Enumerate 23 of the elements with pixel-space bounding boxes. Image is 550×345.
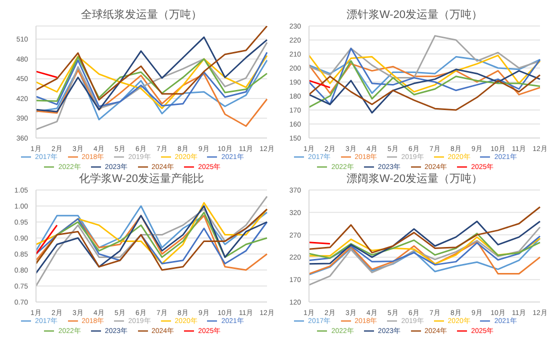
- line-series: [308, 35, 541, 79]
- chart-title: 化学浆W-20发运量产能比: [78, 172, 206, 186]
- line-series: [308, 232, 541, 259]
- line-series: [308, 226, 541, 286]
- line-series: [308, 68, 541, 114]
- line-series: [35, 42, 268, 130]
- line-series: [35, 56, 268, 102]
- line-series: [35, 205, 268, 252]
- line-series: [308, 74, 541, 111]
- line-series: [308, 206, 541, 254]
- line-series: [308, 48, 541, 106]
- line-series: [308, 220, 541, 265]
- line-series: [35, 196, 268, 287]
- line-series: [308, 60, 541, 108]
- line-series: [35, 69, 268, 127]
- chart-title: 漂针浆W-20发运量（万吨）: [345, 8, 484, 22]
- line-series: [35, 202, 268, 264]
- chart-title: 全球纸浆发运量（万吨）: [80, 8, 203, 22]
- line-series: [35, 36, 268, 112]
- line-series: [35, 60, 268, 120]
- chart-title: 漂阔浆W-20发运量（万吨）: [345, 172, 484, 186]
- line-series: [308, 63, 541, 96]
- line-series: [35, 26, 268, 101]
